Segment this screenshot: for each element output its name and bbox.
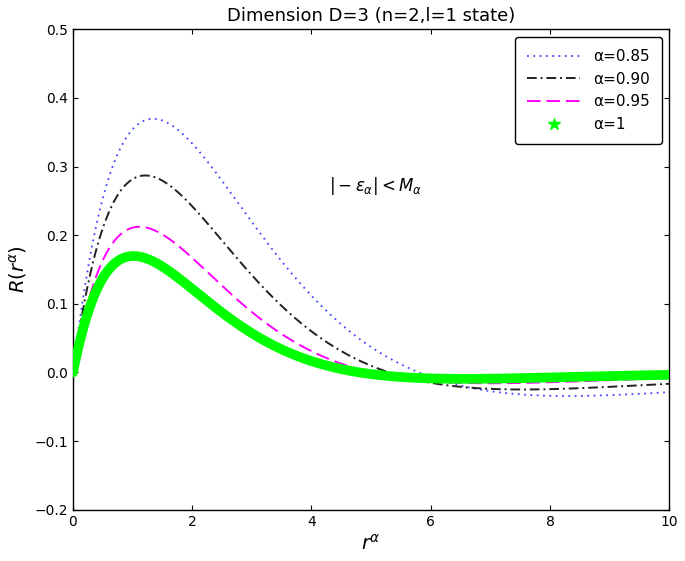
α=0.95 bbox=[69, 369, 77, 376]
α=0.85 bbox=[590, 392, 598, 399]
Line: α=0.85: α=0.85 bbox=[73, 119, 669, 396]
α=0.90 bbox=[141, 172, 149, 179]
α=1 bbox=[137, 254, 145, 260]
α=1 bbox=[460, 375, 469, 382]
Legend: α=0.85, α=0.90, α=0.95, α=1: α=0.85, α=0.90, α=0.95, α=1 bbox=[514, 37, 662, 144]
α=1 bbox=[323, 362, 332, 369]
α=1 bbox=[653, 372, 662, 379]
α=1 bbox=[298, 355, 306, 361]
α=0.90 bbox=[69, 369, 77, 376]
α=0.95 bbox=[665, 375, 673, 381]
α=0.90 bbox=[665, 380, 673, 387]
α=1 bbox=[129, 252, 138, 259]
α=0.90 bbox=[519, 386, 527, 393]
α=0.85 bbox=[564, 393, 572, 399]
α=0.90 bbox=[590, 384, 598, 391]
α=1 bbox=[69, 369, 77, 376]
α=0.95 bbox=[137, 223, 145, 230]
α=0.85 bbox=[653, 389, 662, 396]
α=0.90 bbox=[323, 339, 332, 346]
α=1 bbox=[173, 273, 181, 280]
α=0.90 bbox=[298, 320, 306, 327]
Text: $|-\varepsilon_\alpha|<M_\alpha$: $|-\varepsilon_\alpha|<M_\alpha$ bbox=[329, 174, 423, 196]
α=0.85 bbox=[298, 282, 306, 288]
α=0.85 bbox=[69, 369, 77, 376]
Line: α=1: α=1 bbox=[73, 256, 669, 379]
α=0.95 bbox=[135, 223, 143, 230]
α=0.90 bbox=[173, 187, 181, 194]
α=0.95 bbox=[653, 375, 662, 382]
α=1 bbox=[665, 371, 673, 378]
Line: α=0.90: α=0.90 bbox=[73, 176, 669, 389]
α=0.85 bbox=[149, 116, 158, 122]
Y-axis label: $R(r^\alpha)$: $R(r^\alpha)$ bbox=[7, 246, 29, 293]
α=0.85 bbox=[137, 119, 145, 126]
α=1 bbox=[590, 373, 598, 380]
α=0.95 bbox=[323, 355, 332, 362]
α=0.85 bbox=[665, 389, 673, 396]
Line: α=0.95: α=0.95 bbox=[73, 227, 669, 383]
α=0.85 bbox=[173, 126, 181, 132]
α=0.95 bbox=[298, 343, 306, 350]
α=0.90 bbox=[653, 381, 662, 388]
α=0.90 bbox=[137, 172, 145, 179]
Title: Dimension D=3 (n=2,l=1 state): Dimension D=3 (n=2,l=1 state) bbox=[227, 7, 515, 25]
α=0.95 bbox=[173, 241, 181, 248]
X-axis label: $r^\alpha$: $r^\alpha$ bbox=[361, 534, 381, 554]
α=0.85 bbox=[323, 309, 332, 315]
α=0.95 bbox=[487, 380, 495, 387]
α=0.95 bbox=[590, 378, 598, 384]
